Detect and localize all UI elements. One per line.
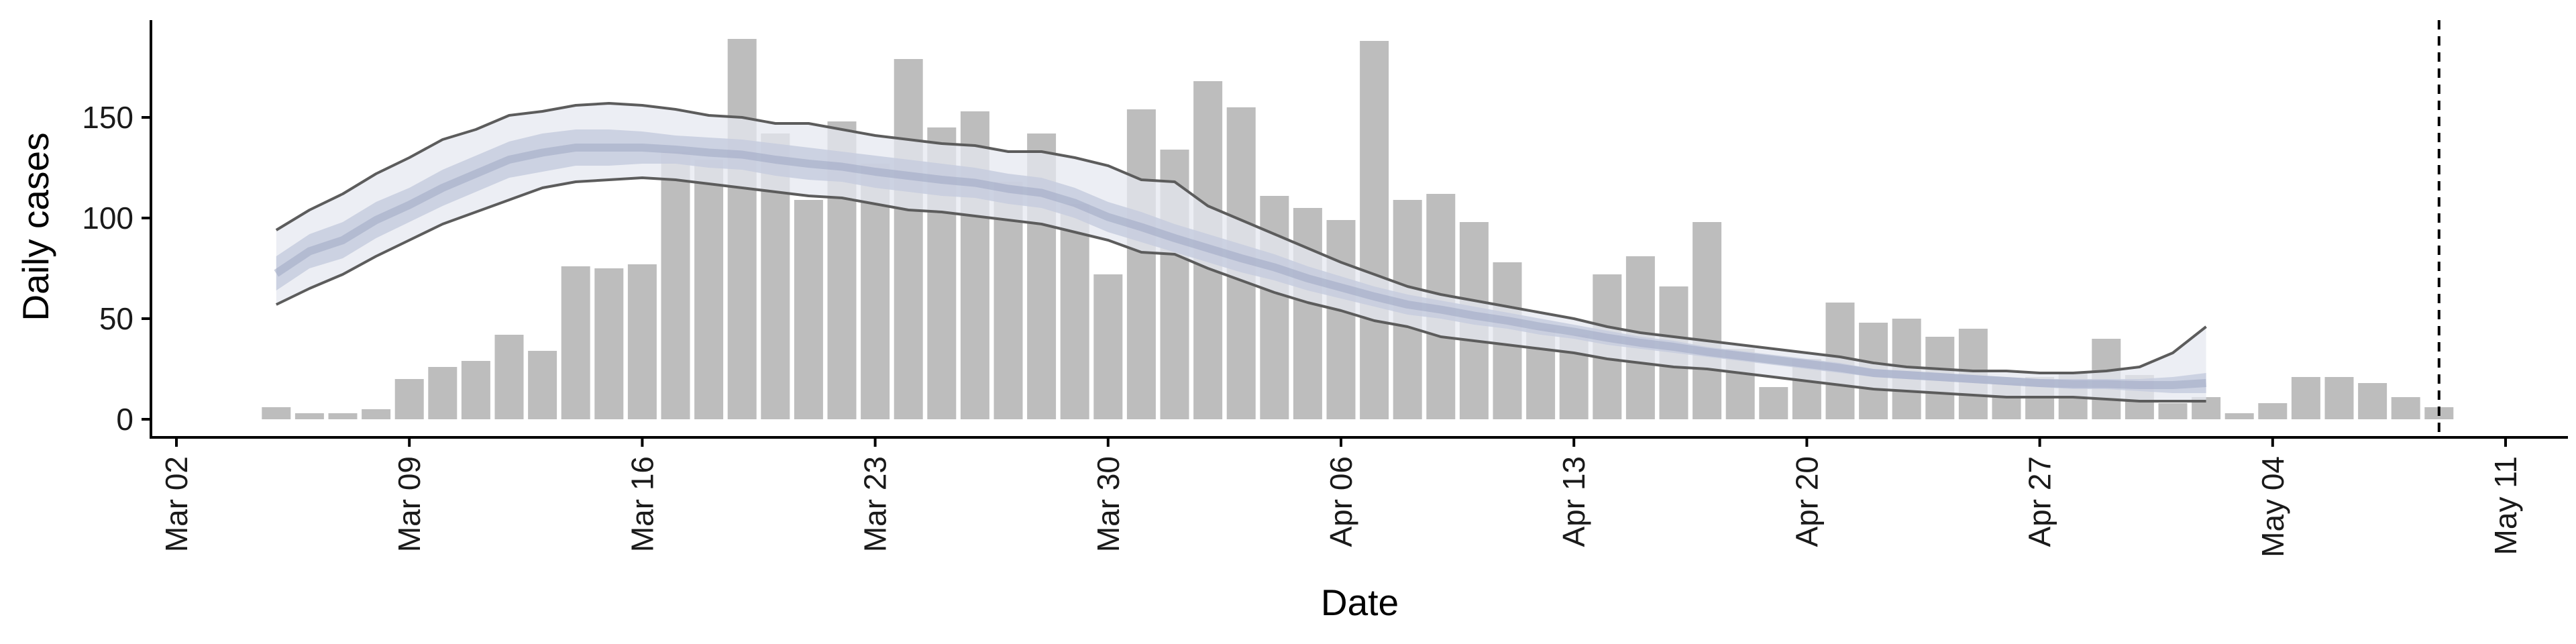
bar (1759, 387, 1788, 419)
x-tick-label: Mar 30 (1091, 456, 1126, 552)
bar (262, 407, 291, 419)
bar (1093, 274, 1123, 419)
bar (428, 367, 458, 419)
y-tick-label: 0 (116, 402, 133, 437)
bar (694, 160, 724, 419)
upper-bound-line (275, 102, 2207, 374)
bar (1360, 41, 1389, 419)
bar (1326, 220, 1356, 419)
bar (294, 413, 324, 419)
x-tick-label: Mar 09 (392, 456, 427, 552)
bar (594, 268, 624, 419)
x-tick-label: Mar 23 (858, 456, 893, 552)
bar (2258, 403, 2288, 419)
estimate-bands-layer (274, 103, 2206, 401)
bar (1293, 208, 1322, 419)
median-core-band (274, 144, 2206, 389)
bar (794, 200, 823, 419)
y-tick-label: 50 (99, 301, 133, 336)
x-tick-label: Apr 06 (1324, 456, 1358, 547)
x-axis-title: Date (1321, 582, 1399, 623)
bar (2291, 377, 2320, 419)
y-tick-label: 100 (82, 201, 133, 235)
estimate-lines-layer (275, 102, 2207, 402)
bar (2158, 403, 2188, 419)
bar (2324, 377, 2354, 419)
bar (894, 59, 923, 419)
bar (1060, 204, 1089, 419)
x-tick-label: Mar 02 (159, 456, 194, 552)
bar (394, 379, 424, 419)
x-tick-label: Apr 27 (2023, 456, 2057, 547)
bar (528, 351, 557, 419)
bar (494, 335, 524, 419)
x-tick-label: Apr 20 (1789, 456, 1824, 547)
bar (1693, 222, 1722, 419)
bar (627, 264, 657, 419)
y-axis-title: Daily cases (15, 132, 56, 321)
bar (362, 409, 391, 419)
x-tick-label: May 11 (2488, 456, 2523, 555)
bar (2224, 413, 2254, 419)
bar (727, 39, 757, 419)
bar (661, 152, 690, 419)
x-tick-label: Mar 16 (625, 456, 659, 552)
lower-bound-line (275, 176, 2206, 402)
bar (2358, 383, 2387, 419)
x-tick-label: Apr 13 (1556, 456, 1591, 547)
bar (561, 266, 590, 419)
y-tick-label: 150 (82, 100, 133, 135)
y-axis-ticks: 0 50 100 150 (82, 100, 151, 437)
bar (2391, 397, 2420, 419)
bar (1126, 109, 1156, 419)
bar (328, 413, 358, 419)
bar (461, 361, 490, 419)
x-axis-ticks: Mar 02 Mar 09 Mar 16 Mar 23 Mar 30 Apr 06 Apr … (159, 437, 2523, 557)
bars-layer (262, 39, 2454, 419)
x-tick-label: May 04 (2255, 456, 2290, 557)
